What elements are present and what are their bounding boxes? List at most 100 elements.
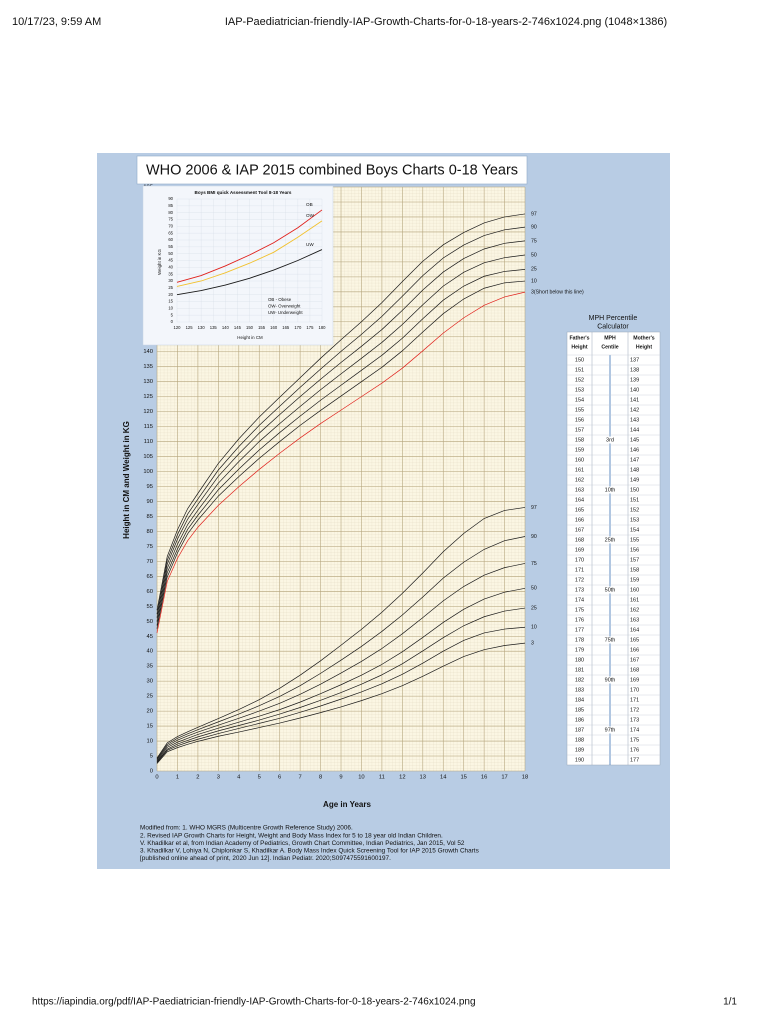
y-tick-label: 30 <box>168 278 173 283</box>
x-tick-label: 10 <box>358 775 364 781</box>
column-header: Father's <box>570 335 590 341</box>
print-page: 1/1 <box>723 997 737 1008</box>
father-height: 173 <box>575 587 584 593</box>
centile-backdrop <box>601 586 619 594</box>
mother-height: 170 <box>630 687 639 693</box>
father-height: 170 <box>575 557 584 563</box>
mother-height: 176 <box>630 747 639 753</box>
chart-title: WHO 2006 & IAP 2015 combined Boys Charts… <box>146 162 518 178</box>
x-tick-label: 1 <box>176 775 179 781</box>
mother-height: 151 <box>630 497 639 503</box>
x-tick-label: 7 <box>298 775 301 781</box>
father-height: 174 <box>575 597 584 603</box>
inset-background <box>142 185 334 346</box>
father-height: 150 <box>575 357 584 363</box>
column-header: Mother's <box>633 335 655 341</box>
series-label: 90 <box>531 225 537 231</box>
x-tick-label: 16 <box>481 775 487 781</box>
table-frame <box>566 331 661 766</box>
series-line <box>156 240 526 618</box>
footnote-line: [published online ahead of print, 2020 J… <box>140 855 391 862</box>
y-tick-label: 90 <box>147 499 153 505</box>
y-tick-label: 60 <box>168 237 173 242</box>
mother-height: 163 <box>630 617 639 623</box>
mother-height: 165 <box>630 637 639 643</box>
x-tick-label: 3 <box>217 775 220 781</box>
series-label: 75 <box>531 561 537 567</box>
y-tick-label: 10 <box>168 305 173 310</box>
y-tick-label: 65 <box>168 230 173 235</box>
mother-height: 143 <box>630 417 639 423</box>
table-title: MPH Percentile <box>589 315 638 322</box>
y-tick-label: 70 <box>168 223 173 228</box>
y-tick-label: 30 <box>147 679 153 685</box>
x-tick-label: 0 <box>155 775 158 781</box>
series-line <box>156 642 526 764</box>
mother-height: 137 <box>630 357 639 363</box>
centile-backdrop <box>601 726 619 734</box>
mother-height: 152 <box>630 507 639 513</box>
y-tick-label: 40 <box>147 649 153 655</box>
x-tick-label: 160 <box>270 325 278 330</box>
y-tick-label: 120 <box>143 409 153 415</box>
series-label: 50 <box>531 586 537 592</box>
father-height: 180 <box>575 657 584 663</box>
mother-height: 166 <box>630 647 639 653</box>
centile: 75th <box>605 637 616 643</box>
mother-height: 169 <box>630 677 639 683</box>
annotation: OB - Obese <box>268 297 292 302</box>
x-tick-label: 175 <box>306 325 314 330</box>
centile-backdrop <box>601 676 619 684</box>
mother-height: 139 <box>630 377 639 383</box>
annotation: UW- Underweight <box>268 310 303 315</box>
series-line <box>156 607 526 763</box>
x-tick-label: 135 <box>210 325 218 330</box>
y-tick-label: 45 <box>147 634 153 640</box>
father-height: 166 <box>575 517 584 523</box>
x-tick-label: 120 <box>174 325 182 330</box>
y-tick-label: 50 <box>147 619 153 625</box>
table-title: Calculator <box>597 323 629 330</box>
father-height: 171 <box>575 567 584 573</box>
y-tick-label: 80 <box>147 529 153 535</box>
x-tick-label: 9 <box>339 775 342 781</box>
y-tick-label: 125 <box>143 394 153 400</box>
father-height: 179 <box>575 647 584 653</box>
mother-height: 142 <box>630 407 639 413</box>
mother-height: 161 <box>630 597 639 603</box>
x-tick-label: 180 <box>319 325 327 330</box>
series-line <box>156 226 526 615</box>
mother-height: 172 <box>630 707 639 713</box>
footnote-line: Modified from: 1. WHO MGRS (Multicentre … <box>140 825 353 832</box>
father-height: 164 <box>575 497 584 503</box>
x-tick-label: 15 <box>460 775 466 781</box>
mother-height: 171 <box>630 697 639 703</box>
mother-height: 168 <box>630 667 639 673</box>
column-header: Height <box>636 344 652 350</box>
father-height: 159 <box>575 447 584 453</box>
annotation: OW- Overweight <box>268 304 301 309</box>
inset-x-title: Height in CM <box>237 335 263 340</box>
series-line <box>156 254 526 622</box>
series-line <box>156 213 526 611</box>
x-tick-label: 17 <box>501 775 507 781</box>
x-tick-label: 2 <box>196 775 199 781</box>
series-line <box>156 587 526 762</box>
mother-height: 150 <box>630 487 639 493</box>
centile: 90th <box>605 677 616 683</box>
x-tick-label: 150 <box>246 325 254 330</box>
y-tick-label: 5 <box>150 754 153 760</box>
series-label: OB <box>306 202 313 207</box>
x-tick-label: 4 <box>237 775 241 781</box>
y-tick-label: 0 <box>150 769 153 775</box>
footnote-line: V. Khadilkar et al, from Indian Academy … <box>140 840 465 847</box>
mother-height: 147 <box>630 457 639 463</box>
series-label: 75 <box>531 238 537 244</box>
mother-height: 155 <box>630 537 639 543</box>
series-line <box>156 269 526 626</box>
father-height: 189 <box>575 747 584 753</box>
print-url: https://iapindia.org/pdf/IAP-Paediatrici… <box>32 997 476 1008</box>
centile: 3rd <box>606 437 614 443</box>
